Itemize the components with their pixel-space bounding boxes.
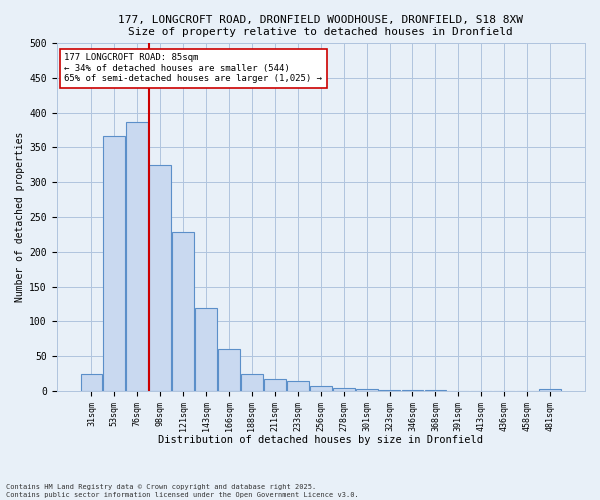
Bar: [356, 389, 377, 391]
Bar: [103, 136, 125, 391]
Bar: [218, 350, 240, 391]
Bar: [264, 378, 286, 391]
Bar: [287, 382, 309, 391]
Text: Contains HM Land Registry data © Crown copyright and database right 2025.
Contai: Contains HM Land Registry data © Crown c…: [6, 484, 359, 498]
Y-axis label: Number of detached properties: Number of detached properties: [15, 132, 25, 302]
Bar: [195, 308, 217, 391]
Bar: [172, 232, 194, 391]
Title: 177, LONGCROFT ROAD, DRONFIELD WOODHOUSE, DRONFIELD, S18 8XW
Size of property re: 177, LONGCROFT ROAD, DRONFIELD WOODHOUSE…: [118, 15, 523, 36]
Bar: [539, 389, 561, 391]
X-axis label: Distribution of detached houses by size in Dronfield: Distribution of detached houses by size …: [158, 435, 483, 445]
Bar: [333, 388, 355, 391]
Bar: [379, 390, 400, 391]
Bar: [127, 122, 148, 391]
Bar: [241, 374, 263, 391]
Bar: [80, 374, 103, 391]
Bar: [149, 165, 171, 391]
Bar: [310, 386, 332, 391]
Bar: [425, 390, 446, 391]
Bar: [401, 390, 424, 391]
Text: 177 LONGCROFT ROAD: 85sqm
← 34% of detached houses are smaller (544)
65% of semi: 177 LONGCROFT ROAD: 85sqm ← 34% of detac…: [64, 54, 322, 83]
